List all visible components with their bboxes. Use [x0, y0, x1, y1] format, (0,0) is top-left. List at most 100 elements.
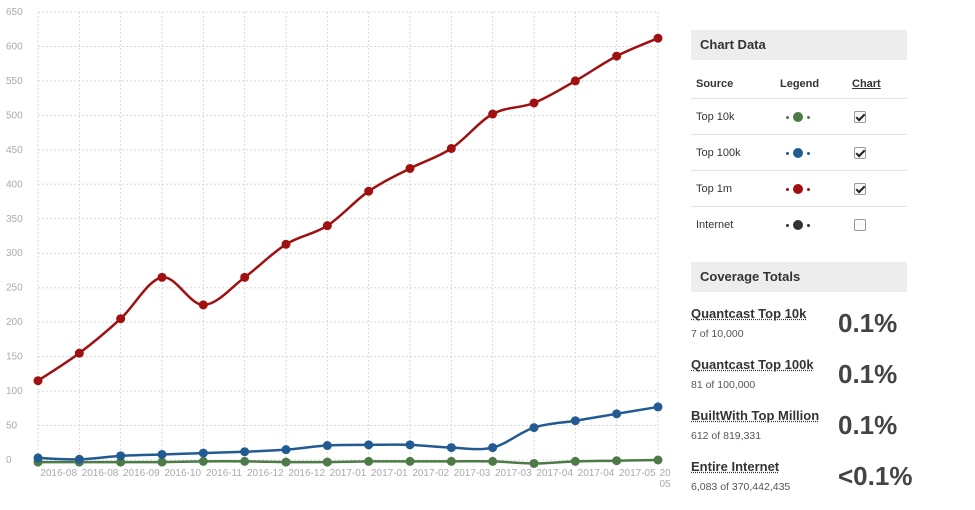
- data-point-top-10k: [364, 456, 374, 466]
- data-point-top-10k: [240, 456, 250, 466]
- y-tick-label: 350: [6, 214, 23, 225]
- data-point-top-10k: [653, 455, 663, 465]
- data-point-top-1m: [570, 76, 580, 86]
- data-point-top-1m: [322, 221, 332, 231]
- coverage-percent: 0.1%: [838, 359, 898, 389]
- x-tick-label: 2017-02: [412, 468, 449, 479]
- x-tick-label: 2016-10: [164, 468, 201, 479]
- data-point-top-100k: [281, 445, 291, 455]
- data-point-top-10k: [322, 457, 332, 467]
- series-line-top-1m: [37, 37, 659, 382]
- y-tick-label: 150: [6, 352, 23, 363]
- coverage-count: 81 of 100,000: [691, 379, 756, 391]
- x-tick-label: 2017-04: [578, 468, 615, 479]
- coverage-percent: 0.1%: [838, 308, 898, 338]
- data-point-top-100k: [446, 443, 456, 453]
- x-tick-label: 2017-01: [371, 468, 408, 479]
- x-tick-label: 2017-05: [619, 468, 656, 479]
- data-point-top-100k: [570, 416, 580, 426]
- data-point-top-100k: [157, 449, 167, 459]
- data-point-top-1m: [240, 272, 250, 282]
- data-point-top-10k: [281, 457, 291, 467]
- x-tick-label: 2017-03: [454, 468, 491, 479]
- coverage-section: Coverage Totals Quantcast Top 10k 7 of 1…: [691, 262, 912, 504]
- data-point-top-100k: [488, 443, 498, 453]
- data-point-top-100k: [74, 454, 84, 464]
- y-tick-label: 50: [6, 421, 18, 432]
- coverage-row-top-million: BuiltWith Top Million 612 of 819,331 0.1…: [691, 402, 907, 453]
- legend-row-top10k: Top 10k: [691, 98, 907, 135]
- y-tick-label: 100: [6, 386, 23, 397]
- data-point-top-100k: [240, 447, 250, 457]
- data-point-top-1m: [33, 376, 43, 386]
- coverage-name-link[interactable]: Quantcast Top 100k: [691, 357, 814, 372]
- chart-column-header[interactable]: Chart: [852, 78, 881, 90]
- series-marker-icon: [786, 219, 810, 231]
- y-tick-label: 500: [6, 110, 23, 121]
- coverage-row-internet: Entire Internet 6,083 of 370,442,435 <0.…: [691, 453, 912, 504]
- series-toggle-checkbox[interactable]: [854, 146, 866, 159]
- coverage-row-top100k: Quantcast Top 100k 81 of 100,000 0.1%: [691, 351, 907, 402]
- data-point-top-1m: [653, 33, 663, 43]
- side-panel: Chart Data Source Legend Chart Top 10k T…: [691, 30, 912, 504]
- data-point-top-100k: [612, 409, 622, 419]
- data-point-top-1m: [446, 143, 456, 153]
- y-tick-label: 300: [6, 248, 23, 259]
- data-point-top-10k: [488, 456, 498, 466]
- legend-source-label: Internet: [691, 206, 779, 242]
- data-point-top-10k: [570, 456, 580, 466]
- series-toggle-checkbox[interactable]: [854, 182, 866, 195]
- series-toggle-checkbox[interactable]: [854, 218, 866, 231]
- coverage-percent: <0.1%: [838, 461, 913, 491]
- data-point-top-1m: [488, 109, 498, 119]
- line-chart: 0 50 100 150 200 250 300 350 400 450 500 550 600 650 2…: [6, 7, 671, 490]
- data-point-top-1m: [281, 239, 291, 249]
- coverage-name-link[interactable]: Entire Internet: [691, 459, 780, 474]
- x-tick-label: 2017-04: [536, 468, 573, 479]
- data-point-top-1m: [364, 186, 374, 196]
- coverage-name-link[interactable]: Quantcast Top 10k: [691, 306, 807, 321]
- data-point-top-1m: [612, 51, 622, 61]
- data-point-top-100k: [529, 423, 539, 433]
- data-point-top-100k: [653, 402, 663, 412]
- series-marker-icon: [786, 147, 810, 159]
- series-toggle-checkbox[interactable]: [854, 110, 866, 123]
- data-point-top-100k: [364, 440, 374, 450]
- x-tick-label: 2017-03: [495, 468, 532, 479]
- coverage-name-link[interactable]: BuiltWith Top Million: [691, 408, 820, 423]
- coverage-row-top10k: Quantcast Top 10k 7 of 10,000 0.1%: [691, 300, 907, 351]
- x-tick-label: 2017-01: [330, 468, 367, 479]
- data-point-top-1m: [157, 272, 167, 282]
- data-point-top-100k: [322, 441, 332, 451]
- x-tick-label: 2016-12: [247, 468, 284, 479]
- x-tick-label: 2016-08: [82, 468, 119, 479]
- data-point-top-10k: [405, 456, 415, 466]
- data-point-top-100k: [116, 451, 126, 461]
- x-tick-label: 2016-11: [206, 468, 242, 479]
- series-marker-icon: [786, 183, 810, 195]
- data-point-top-10k: [157, 457, 167, 467]
- chart-data-header: Chart Data: [691, 30, 907, 60]
- y-tick-label: 650: [6, 7, 23, 18]
- legend-source-label: Top 10k: [691, 98, 779, 135]
- series-line-top-10k: [38, 458, 659, 465]
- data-point-top-10k: [116, 457, 126, 467]
- y-tick-label: 200: [6, 317, 23, 328]
- data-point-top-1m: [529, 98, 539, 108]
- legend-table: Source Legend Chart Top 10k Top 100k Top…: [691, 70, 907, 242]
- data-point-top-1m: [116, 314, 126, 324]
- y-tick-label: 600: [6, 41, 23, 52]
- y-tick-label: 400: [6, 179, 23, 190]
- x-tick-label: 20: [659, 468, 671, 479]
- data-point-top-10k: [198, 456, 208, 466]
- coverage-percent: 0.1%: [838, 410, 898, 440]
- data-point-top-1m: [198, 300, 208, 310]
- y-tick-label: 0: [6, 455, 12, 466]
- data-point-top-1m: [405, 163, 415, 173]
- coverage-count: 7 of 10,000: [691, 328, 744, 340]
- x-tick-label: 2016-09: [123, 468, 160, 479]
- legend-column-header: Legend: [780, 78, 820, 90]
- legend-source-label: Top 100k: [691, 134, 779, 171]
- y-tick-label: 250: [6, 283, 23, 294]
- x-tick-label: 05: [659, 479, 671, 490]
